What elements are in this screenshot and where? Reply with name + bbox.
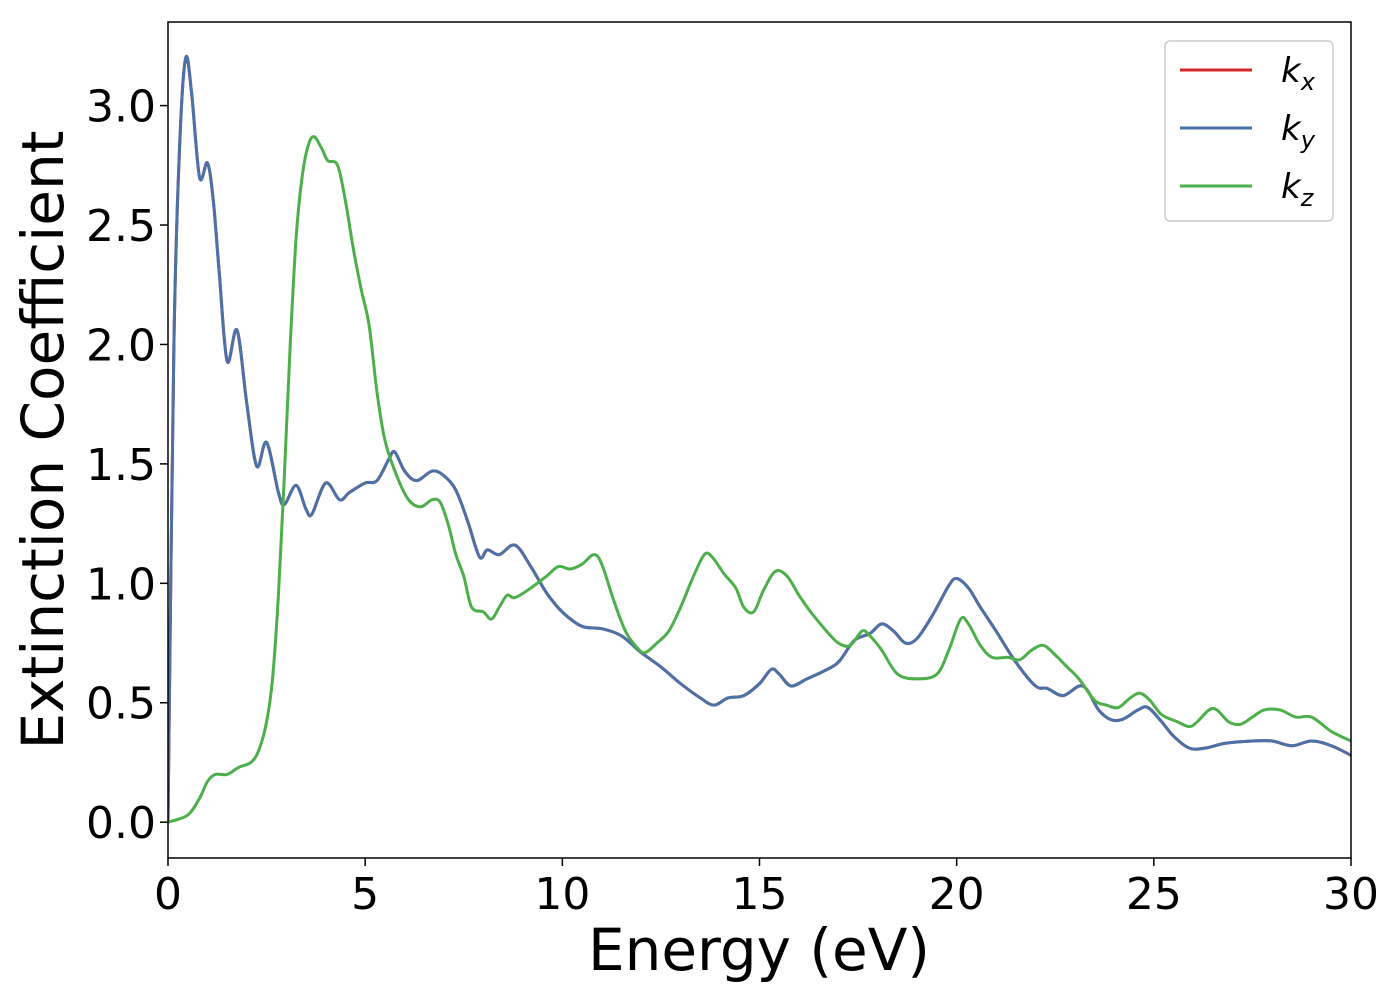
legend-label: kx: [1281, 51, 1316, 96]
x-tick-label: 5: [351, 869, 379, 920]
y-axis: 0.0 0.5 1.0 1.5 2.0 2.5 3.0: [86, 82, 168, 849]
x-tick-label: 0: [154, 869, 182, 920]
y-tick-label: 3.0: [86, 82, 156, 133]
legend-label: ky: [1281, 109, 1316, 154]
x-tick-label: 15: [732, 869, 788, 920]
legend-label-subscript: z: [1300, 184, 1315, 212]
y-tick-label: 1.0: [86, 559, 156, 610]
x-axis-label: Energy (eV): [588, 916, 930, 984]
y-tick-label: 0.0: [86, 798, 156, 849]
series-line-kz: [168, 135, 1351, 824]
legend-label-subscript: x: [1300, 68, 1316, 96]
y-tick-label: 2.0: [86, 320, 156, 371]
x-tick-label: 25: [1126, 869, 1182, 920]
legend-label-subscript: y: [1300, 126, 1316, 154]
y-tick-label: 0.5: [86, 679, 156, 730]
x-tick-label: 10: [534, 869, 590, 920]
x-tick-label: 30: [1323, 869, 1379, 920]
series-layer: [168, 54, 1351, 824]
legend-box: [1164, 40, 1334, 222]
series-line-ky: [168, 54, 1351, 824]
legend-label-main: k: [1281, 51, 1302, 91]
legend-label-main: k: [1281, 109, 1302, 149]
x-axis: 0 5 10 15 20 25 30: [154, 858, 1379, 920]
y-tick-label: 1.5: [86, 440, 156, 491]
y-axis-label: Extinction Coefficient: [9, 131, 77, 750]
y-tick-label: 2.5: [86, 201, 156, 252]
legend-label: kz: [1281, 167, 1315, 212]
legend-label-main: k: [1281, 167, 1302, 207]
x-tick-label: 20: [929, 869, 985, 920]
